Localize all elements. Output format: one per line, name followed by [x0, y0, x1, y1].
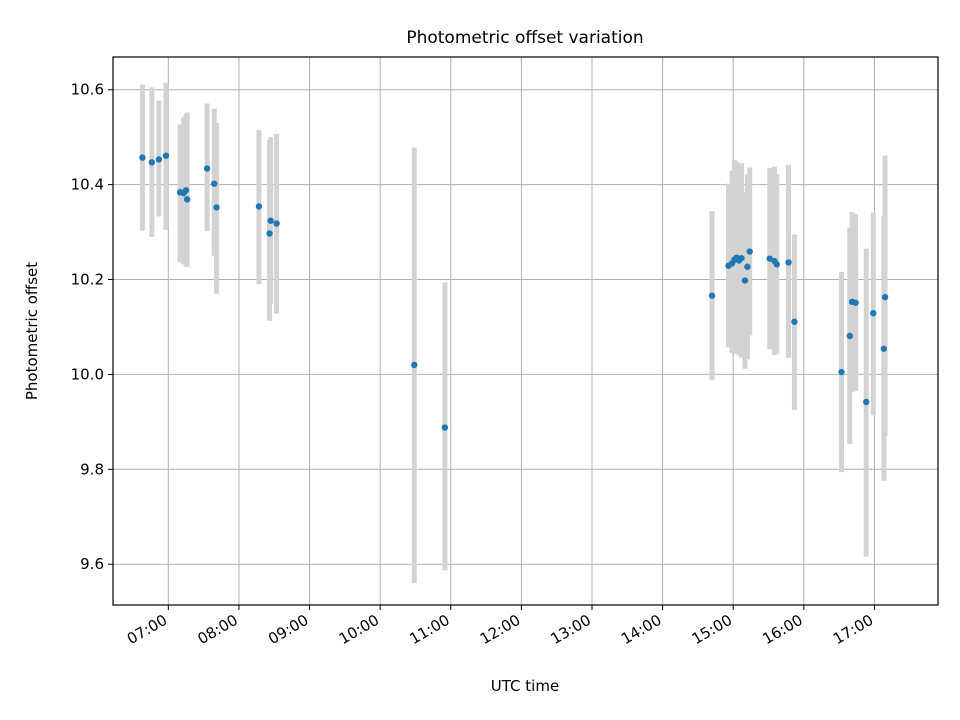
y-tick-label: 9.6	[80, 555, 104, 573]
data-point	[791, 318, 798, 325]
data-point	[183, 196, 191, 203]
data-point	[880, 345, 888, 352]
y-tick-label: 10.0	[71, 365, 104, 383]
data-point	[411, 361, 418, 369]
data-point	[267, 217, 274, 224]
data-point	[203, 165, 211, 172]
data-point	[766, 255, 773, 262]
y-axis-ticks: 9.6 9.8 10.0 10.2 10.4 10.6	[71, 81, 113, 573]
data-point	[881, 293, 889, 301]
y-tick-label: 10.6	[71, 81, 104, 99]
data-point	[708, 292, 716, 299]
data-point	[155, 156, 163, 163]
data-point	[148, 159, 156, 166]
data-point	[863, 398, 870, 406]
data-point	[838, 368, 845, 376]
data-point	[266, 230, 273, 237]
plot-frame	[112, 56, 939, 606]
chart-title: Photometric offset variation	[406, 28, 643, 48]
data-point	[213, 204, 220, 211]
data-point	[870, 310, 877, 317]
data-points	[139, 152, 889, 431]
y-tick-label: 9.8	[80, 460, 104, 478]
data-point	[162, 152, 170, 159]
data-point	[738, 254, 745, 262]
data-point	[785, 259, 792, 266]
y-axis-label: Photometric offset	[23, 262, 41, 400]
data-point	[744, 263, 751, 270]
data-point	[182, 187, 190, 194]
data-point	[746, 248, 753, 255]
data-point	[846, 332, 853, 340]
data-point	[273, 220, 280, 227]
data-point	[255, 203, 263, 210]
data-point	[852, 299, 859, 306]
y-tick-label: 10.2	[71, 271, 104, 289]
data-point	[211, 180, 218, 187]
y-tick-label: 10.4	[71, 176, 104, 194]
data-point	[139, 154, 146, 161]
data-point	[773, 261, 780, 268]
data-point	[741, 277, 749, 284]
x-axis-label: UTC time	[491, 677, 559, 695]
data-point	[441, 424, 449, 431]
